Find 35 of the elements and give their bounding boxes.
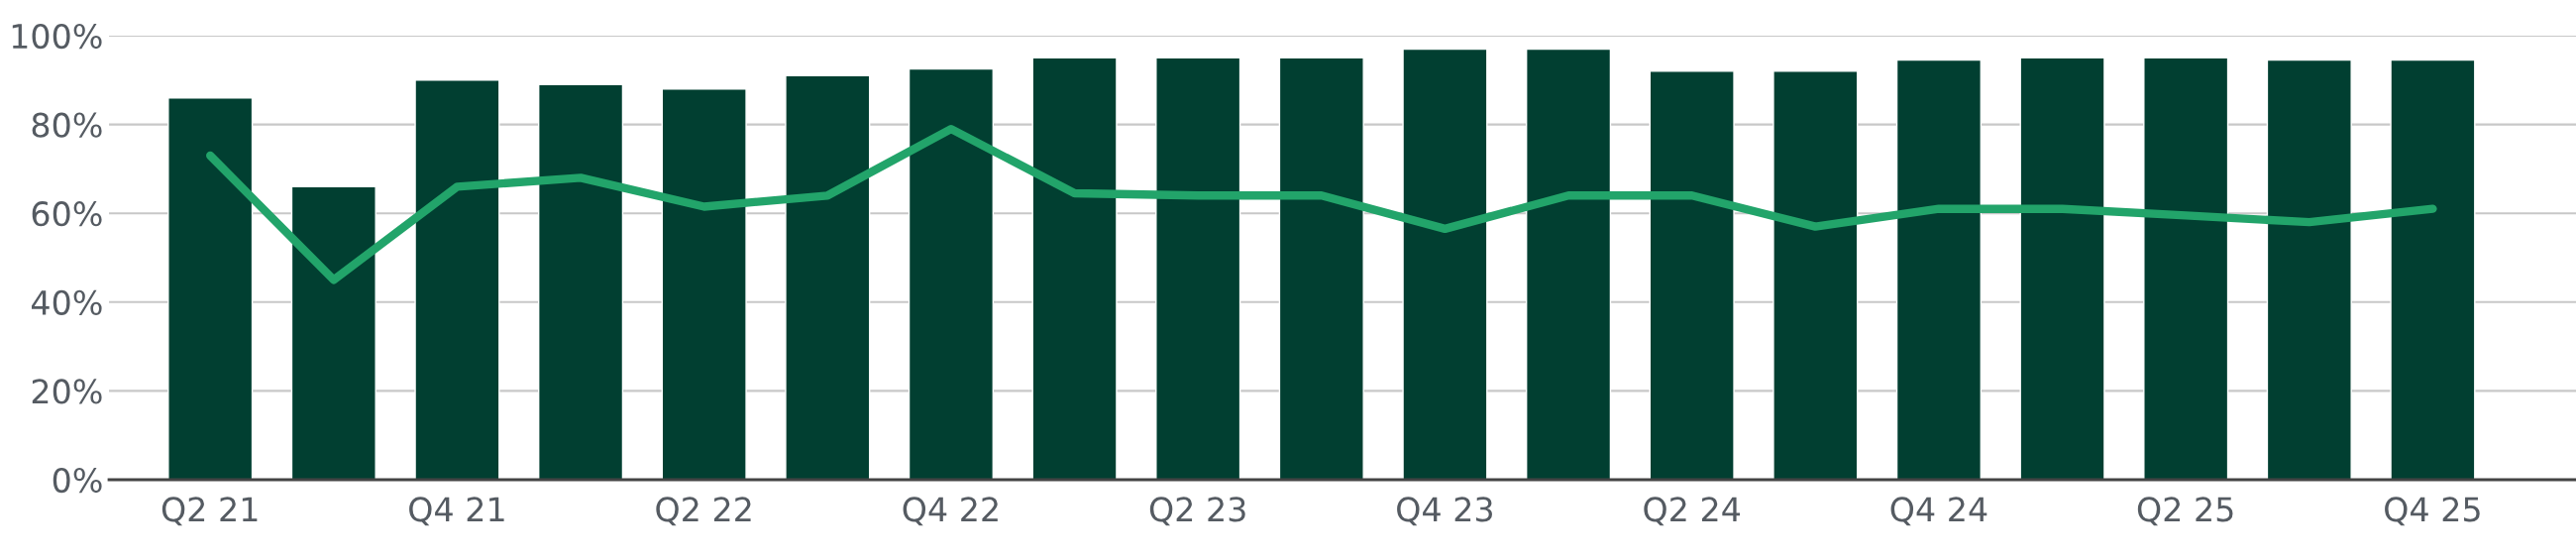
y-tick-label: 20%	[32, 379, 102, 404]
x-tick-label: Q2 22	[656, 497, 751, 526]
bar	[2143, 56, 2229, 480]
x-tick-label: Q4 23	[1397, 497, 1492, 526]
x-tick-label: Q2 24	[1644, 497, 1741, 526]
x-tick-label: Q2 21	[161, 497, 258, 526]
bar	[414, 79, 500, 480]
y-tick-label: 40%	[31, 289, 102, 315]
bar	[2266, 58, 2352, 480]
y-tick-label: 100%	[12, 23, 102, 50]
bar	[1031, 56, 1118, 480]
x-tick-label: Q2 23	[1149, 497, 1245, 526]
bar	[537, 83, 624, 480]
bar	[1155, 56, 1241, 480]
bar	[785, 74, 871, 480]
bar	[908, 67, 995, 480]
x-tick-label: Q2 25	[2137, 497, 2233, 526]
y-tick-label: 80%	[32, 112, 102, 138]
bar	[1895, 58, 1983, 480]
bar	[1278, 56, 1364, 480]
bar	[661, 88, 747, 480]
y-tick-label: 60%	[32, 201, 102, 227]
bar	[1649, 70, 1735, 480]
bar	[1772, 70, 1859, 480]
bar	[1525, 48, 1612, 480]
bar	[1402, 48, 1488, 480]
bar	[167, 97, 254, 480]
bar	[2019, 56, 2105, 480]
x-tick-label: Q4 25	[2385, 497, 2480, 526]
y-tick-label: 0%	[53, 467, 102, 494]
x-tick-label: Q4 21	[409, 497, 504, 526]
x-tick-label: Q4 22	[903, 497, 998, 526]
x-tick-label: Q4 24	[1890, 497, 1987, 526]
bar	[2390, 58, 2476, 480]
bar	[290, 185, 376, 480]
